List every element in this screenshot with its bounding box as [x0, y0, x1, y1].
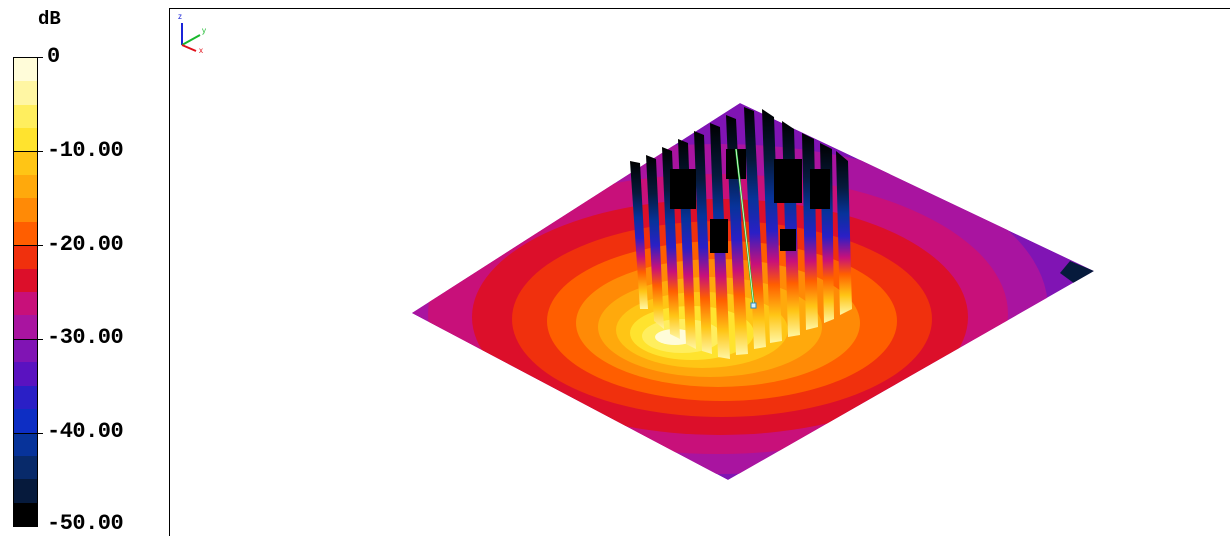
vertical-field-slices — [630, 107, 852, 359]
x-axis-line — [181, 44, 197, 52]
colorbar-band — [14, 409, 37, 433]
field-plot — [412, 103, 1094, 480]
colorbar-band — [14, 385, 37, 410]
legend-unit-label: dB — [38, 8, 61, 30]
legend-tick-label: -10.00 — [47, 138, 124, 163]
color-legend: dB 0 -10.00 -20.00 -30.00 -40.00 -50.00 — [0, 0, 168, 536]
colorbar-band — [14, 502, 37, 527]
colorbar-band — [14, 362, 37, 386]
legend-tick-mark — [13, 245, 43, 246]
colorbar — [13, 57, 38, 527]
x-axis-label: x — [199, 46, 203, 53]
legend-tick-label: 0 — [47, 44, 60, 69]
colorbar-band — [14, 315, 37, 339]
legend-tick-label: -30.00 — [47, 325, 124, 350]
y-axis-label: y — [202, 26, 206, 35]
colorbar-band — [14, 292, 37, 316]
colorbar-band — [14, 268, 37, 293]
legend-tick-mark — [13, 339, 43, 340]
colorbar-band — [14, 432, 37, 456]
colorbar-band — [14, 128, 37, 152]
colorbar-band — [14, 198, 37, 222]
legend-tick-label: -20.00 — [47, 232, 124, 257]
colorbar-band — [14, 221, 37, 246]
3d-viewport[interactable]: z y x — [169, 8, 1230, 536]
colorbar-band — [14, 455, 37, 480]
colorbar-band — [14, 58, 37, 82]
antenna-element-highlight — [735, 148, 755, 308]
colorbar-band — [14, 479, 37, 503]
axis-triad: z y x — [178, 12, 206, 53]
legend-tick-label: -50.00 — [47, 511, 124, 536]
legend-tick-label: -40.00 — [47, 419, 124, 444]
z-axis-label: z — [178, 12, 182, 21]
colorbar-band — [14, 81, 37, 105]
colorbar-band — [14, 104, 37, 129]
y-axis-line — [181, 34, 201, 46]
legend-tick-mark — [13, 57, 43, 58]
legend-tick-mark — [13, 151, 43, 152]
legend-tick-mark — [13, 433, 43, 434]
colorbar-band — [14, 151, 37, 176]
colorbar-band — [14, 175, 37, 199]
feed-point-marker — [750, 302, 757, 309]
colorbar-band — [14, 338, 37, 363]
colorbar-band — [14, 245, 37, 269]
